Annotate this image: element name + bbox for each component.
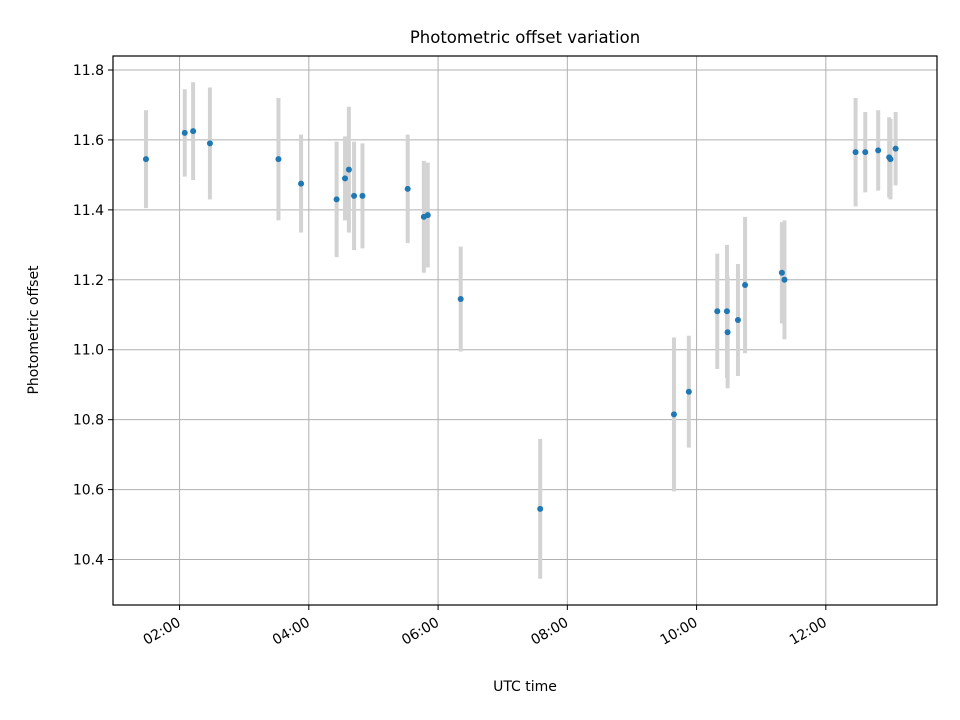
y-tick-label: 11.6: [73, 133, 104, 149]
y-axis-label: Photometric offset: [26, 265, 42, 395]
data-point: [875, 147, 882, 154]
data-point: [537, 505, 544, 512]
data-point: [351, 192, 358, 199]
y-tick-label: 10.4: [73, 553, 104, 569]
x-tick-label: 02:00: [141, 615, 184, 649]
data-point: [424, 212, 431, 219]
axes-frame: [112, 55, 938, 606]
x-tick-label: 10:00: [658, 615, 701, 649]
grid: [113, 56, 937, 605]
data-point: [359, 192, 366, 199]
data-point: [404, 185, 411, 192]
data-point: [345, 166, 352, 173]
chart-title: Photometric offset variation: [410, 28, 640, 47]
data-point: [714, 308, 721, 315]
data-point: [333, 196, 340, 203]
data-point: [723, 308, 730, 315]
data-point: [778, 269, 785, 276]
data-point: [781, 276, 788, 283]
y-tick-label: 10.8: [73, 413, 104, 429]
data-point: [190, 128, 197, 135]
y-tick-label: 11.8: [73, 63, 104, 79]
data-point: [685, 388, 692, 395]
y-tick-label: 11.4: [73, 203, 104, 219]
x-tick-label: 06:00: [399, 615, 442, 649]
data-point: [275, 156, 282, 163]
errorbars: [143, 82, 898, 579]
y-tick-label: 10.6: [73, 483, 104, 499]
data-point: [892, 145, 899, 152]
x-tick-label: 08:00: [528, 615, 571, 649]
data-point: [142, 156, 149, 163]
x-tick-label: 12:00: [787, 615, 830, 649]
x-axis-label: UTC time: [493, 679, 557, 695]
data-point: [887, 156, 894, 163]
data-point: [181, 129, 188, 136]
data-point: [862, 149, 869, 156]
data-point: [742, 282, 749, 289]
data-point: [734, 317, 741, 324]
data-point: [852, 149, 859, 156]
data-point: [670, 411, 677, 418]
data-point: [457, 296, 464, 303]
data-points: [142, 128, 899, 512]
y-tick-label: 11.0: [73, 343, 104, 359]
x-tick-label: 04:00: [270, 615, 313, 649]
data-point: [724, 329, 731, 336]
data-point: [206, 140, 213, 147]
data-point: [342, 175, 349, 182]
data-point: [298, 180, 305, 187]
y-tick-label: 11.2: [73, 273, 104, 289]
